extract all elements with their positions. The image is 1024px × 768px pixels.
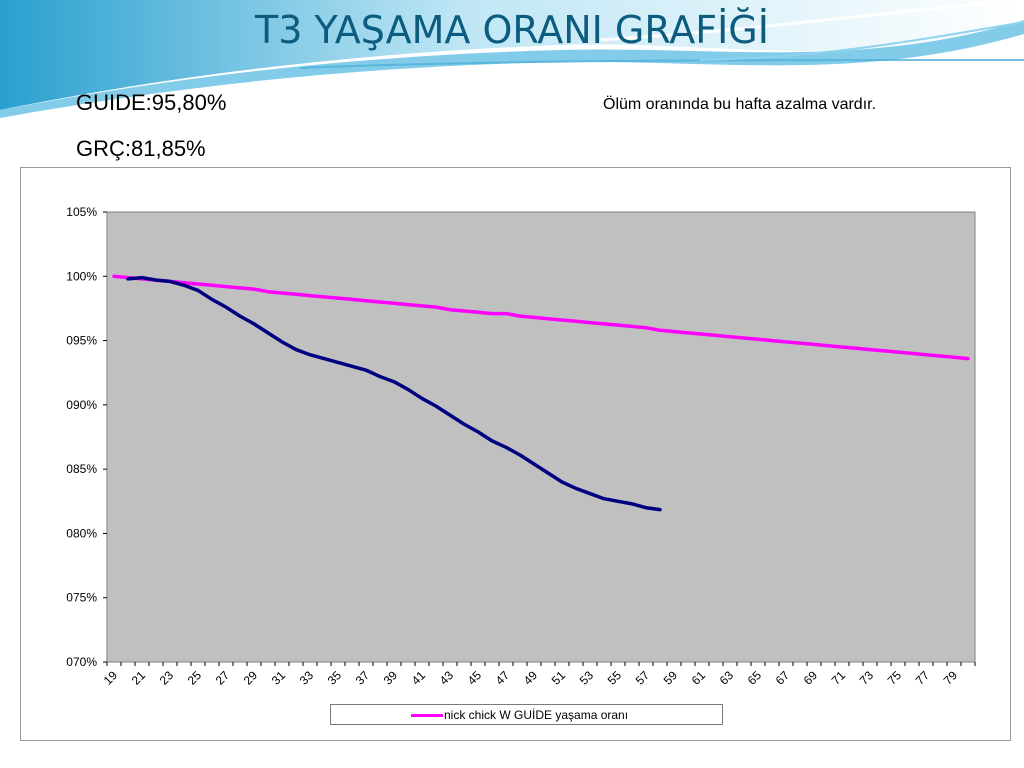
chart-container: 070% 075% 080% 085% 090% 095% 100% 105% 19 21 23 25… [20, 167, 1011, 741]
x-tick-label: 73 [857, 668, 877, 688]
x-tick-label: 31 [269, 668, 289, 688]
x-tick-label: 27 [213, 668, 233, 688]
x-tick-label: 37 [353, 668, 373, 688]
x-tick-label: 67 [773, 668, 793, 688]
y-tick-label: 105% [66, 205, 97, 219]
x-tick-label: 61 [689, 668, 709, 688]
x-tick-label: 21 [129, 668, 149, 688]
mortality-note: Ölüm oranında bu hafta azalma vardır. [603, 96, 877, 113]
x-tick-label: 53 [577, 668, 597, 688]
x-tick-label: 43 [437, 668, 457, 688]
x-tick-label: 57 [633, 668, 653, 688]
x-tick-label: 71 [829, 668, 849, 688]
x-tick-label: 23 [157, 668, 177, 688]
x-tick-label: 39 [381, 668, 401, 688]
x-tick-label: 47 [493, 668, 513, 688]
x-tick-label: 49 [521, 668, 541, 688]
actual-series-line [126, 275, 662, 512]
legend-swatch-guide [411, 714, 443, 717]
plot-area [106, 211, 976, 663]
x-tick-label: 55 [605, 668, 625, 688]
legend-label-guide: nick chick W GUİDE yaşama oranı [444, 708, 629, 722]
y-tick-label: 075% [66, 591, 97, 605]
x-tick-label: 59 [661, 668, 681, 688]
chart-legend: nick chick W GUİDE yaşama oranı [330, 704, 723, 725]
x-tick-label: 45 [465, 668, 485, 688]
y-tick-label: 095% [66, 334, 97, 348]
guide-stat: GUIDE:95,80% [76, 90, 227, 115]
x-tick-label: 69 [801, 668, 821, 688]
y-tick-label: 100% [66, 269, 97, 283]
y-tick-label: 090% [66, 398, 97, 412]
header-wave-decoration [0, 0, 1024, 118]
y-tick-label: 070% [66, 655, 97, 669]
x-tick-label: 33 [297, 668, 317, 688]
guide-series-line [112, 274, 970, 361]
y-tick-label: 085% [66, 462, 97, 476]
x-tick-label: 29 [241, 668, 261, 688]
x-tick-label: 41 [409, 668, 429, 688]
x-tick-label: 75 [885, 668, 905, 688]
x-tick-label: 25 [185, 668, 205, 688]
grc-stat: GRÇ:81,85% [76, 136, 206, 161]
x-tick-label: 35 [325, 668, 345, 688]
x-tick-label: 65 [745, 668, 765, 688]
x-tick-label: 51 [549, 668, 569, 688]
x-tick-label: 19 [101, 668, 121, 688]
x-tick-label: 79 [941, 668, 961, 688]
line-chart: 070% 075% 080% 085% 090% 095% 100% 105% 19 21 23 25… [66, 205, 976, 688]
y-tick-label: 080% [66, 526, 97, 540]
x-tick-label: 63 [717, 668, 737, 688]
x-tick-label: 77 [913, 668, 933, 688]
slide-title: T3 YAŞAMA ORANI GRAFİĞİ [255, 8, 769, 52]
